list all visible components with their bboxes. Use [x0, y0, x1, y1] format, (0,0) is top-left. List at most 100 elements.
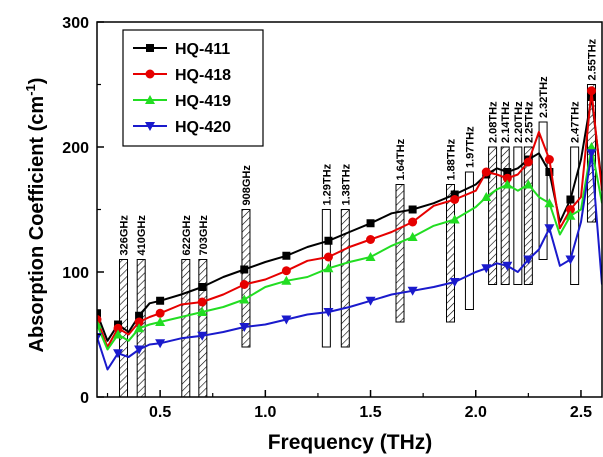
- annotation-label: 1.38THz: [340, 163, 352, 205]
- data-point: [239, 280, 249, 289]
- annotation-label: 2.08THz: [488, 101, 500, 143]
- annotation-box: [464, 171, 474, 310]
- data-point: [408, 205, 417, 214]
- y-axis-title-group: Absorption Coefficient (cm-1): [23, 78, 48, 353]
- legend-swatch-marker: [145, 95, 155, 104]
- annotation-label: 2.25THz: [523, 101, 535, 143]
- data-point: [365, 252, 376, 261]
- annotation-label: 2.47THz: [570, 101, 582, 143]
- data-point: [544, 155, 554, 164]
- data-point: [156, 296, 165, 305]
- data-point: [281, 266, 291, 276]
- data-point: [450, 190, 459, 199]
- data-point: [366, 235, 376, 244]
- annotation-label: 1.29THz: [321, 163, 333, 205]
- data-point: [97, 333, 102, 342]
- annotation-box: [500, 146, 510, 285]
- data-point: [586, 149, 597, 159]
- annotation-label: 1.97THz: [464, 126, 476, 168]
- data-point: [586, 86, 596, 96]
- y-axis-title-close: ): [26, 78, 48, 85]
- x-axis-title: Frequency (THz): [268, 431, 433, 454]
- legend-swatch-marker: [146, 44, 154, 52]
- data-point: [97, 319, 102, 329]
- data-point: [135, 311, 144, 320]
- data-point: [544, 198, 555, 208]
- data-point: [545, 168, 554, 176]
- data-point: [155, 317, 166, 326]
- data-point: [565, 210, 576, 220]
- annotation-box: [446, 184, 455, 323]
- data-point: [324, 236, 333, 245]
- data-point: [481, 167, 491, 177]
- data-point: [323, 308, 334, 317]
- series-line: [97, 146, 602, 351]
- data-point: [449, 214, 460, 224]
- y-tick-label: 0: [80, 390, 89, 407]
- x-tick-label: 2.5: [570, 404, 592, 421]
- annotation-label: 703GHz: [198, 215, 210, 256]
- data-point: [365, 296, 376, 306]
- legend-label: HQ-418: [175, 67, 231, 84]
- data-point: [523, 179, 534, 189]
- data-point: [198, 283, 207, 291]
- data-point: [566, 195, 575, 204]
- data-point: [134, 317, 144, 327]
- data-point: [155, 339, 166, 349]
- annotation-box: [181, 259, 191, 398]
- data-point: [523, 255, 534, 265]
- data-point: [134, 345, 145, 355]
- data-point: [134, 323, 145, 333]
- data-point: [407, 232, 418, 241]
- data-point: [281, 315, 292, 325]
- annotation-box: [241, 209, 251, 348]
- data-point: [323, 252, 333, 262]
- legend: HQ-411 HQ-418 HQ-419 HQ-420: [122, 29, 264, 147]
- data-point: [113, 329, 124, 339]
- data-point: [197, 297, 207, 307]
- annotation-label: 2.14THz: [500, 101, 512, 143]
- data-point: [481, 192, 492, 201]
- x-tick-label: 1.5: [359, 404, 381, 421]
- annotation-box: [395, 184, 405, 323]
- data-point: [450, 195, 460, 204]
- annotation-label: 2.20THz: [513, 101, 525, 143]
- y-axis-title: Absorption Coefficient (cm-1): [23, 78, 48, 353]
- legend-label: HQ-420: [175, 119, 231, 136]
- data-point: [565, 205, 575, 214]
- legend-swatch-marker: [145, 122, 155, 131]
- y-tick-label: 100: [62, 265, 89, 282]
- annotation-label: 2.32THz: [538, 76, 550, 118]
- data-point: [502, 173, 512, 183]
- data-point: [282, 251, 291, 260]
- data-point: [240, 265, 249, 274]
- series-layer: [97, 86, 602, 371]
- data-point: [366, 219, 375, 228]
- data-point: [586, 142, 597, 151]
- data-point: [523, 157, 533, 167]
- annotation-label: 2.55THz: [586, 38, 598, 80]
- data-point: [449, 278, 460, 287]
- series-line: [97, 89, 602, 348]
- data-point: [408, 217, 418, 227]
- x-tick-label: 2.0: [465, 404, 487, 421]
- data-point: [565, 255, 576, 265]
- annotation-label: 1.64THz: [395, 138, 407, 180]
- legend-label: HQ-411: [175, 41, 230, 58]
- y-axis-title-main: Absorption Coefficient (cm: [26, 96, 48, 353]
- annotation-box: [340, 209, 350, 348]
- data-point: [97, 309, 101, 318]
- data-point: [239, 323, 250, 332]
- annotation-label: 326GHz: [119, 215, 131, 256]
- annotation-box: [538, 121, 548, 260]
- annotation-box: [198, 259, 208, 398]
- legend-swatch-marker: [145, 69, 155, 79]
- data-point: [481, 264, 492, 274]
- annotation-label: 410GHz: [136, 215, 148, 256]
- data-point: [155, 308, 165, 318]
- annotation-label: 1.88THz: [446, 138, 458, 180]
- data-point: [323, 263, 334, 273]
- x-tick-label: 1.0: [254, 404, 276, 421]
- x-tick-label: 0.5: [149, 404, 171, 421]
